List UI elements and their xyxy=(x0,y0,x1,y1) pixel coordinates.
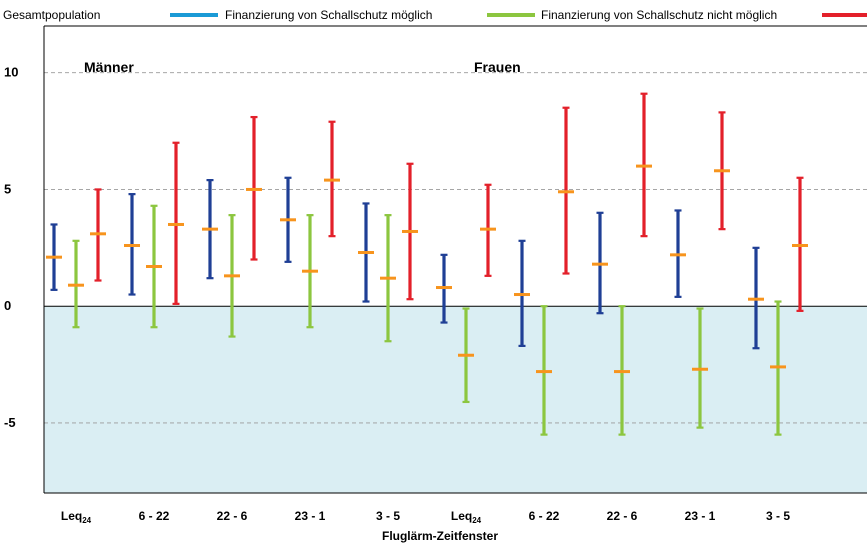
legend-label-finanzierung-nicht-moeglich: Finanzierung von Schallschutz nicht mögl… xyxy=(541,8,777,22)
x-tick-label: 22 - 6 xyxy=(217,509,248,523)
y-tick-label: 5 xyxy=(4,181,11,196)
x-tick-subscript: 24 xyxy=(472,516,481,525)
x-tick-label: 23 - 1 xyxy=(685,509,716,523)
group-labels: Männer Frauen xyxy=(84,59,521,75)
plot-area xyxy=(43,25,867,494)
x-tick-subscript: 24 xyxy=(82,516,91,525)
x-tick-label: 3 - 5 xyxy=(766,509,790,523)
y-tick-label: 0 xyxy=(4,298,11,313)
x-tick-label: 22 - 6 xyxy=(607,509,638,523)
y-tick-label: 10 xyxy=(4,65,18,80)
x-tick-label: Leq24 xyxy=(61,509,92,525)
x-tick-label: 6 - 22 xyxy=(139,509,170,523)
legend-label-gesamtpopulation: Gesamtpopulation xyxy=(3,8,100,22)
group-label-maenner: Männer xyxy=(84,59,134,75)
y-tick-label: -5 xyxy=(4,415,16,430)
group-label-frauen: Frauen xyxy=(474,59,521,75)
x-axis-title: Fluglärm-Zeitfenster xyxy=(382,529,498,543)
negative-region xyxy=(44,306,867,493)
x-tick-label: 3 - 5 xyxy=(376,509,400,523)
x-axis: Leq24 6 - 22 22 - 6 23 - 1 3 - 5 Leq24 6 - 22 2… xyxy=(61,509,790,525)
legend: Gesamtpopulation Finanzierung von Schall… xyxy=(3,8,867,22)
legend-label-finanzierung-moeglich: Finanzierung von Schallschutz möglich xyxy=(225,8,432,22)
x-tick-label: 6 - 22 xyxy=(529,509,560,523)
x-tick-label: 23 - 1 xyxy=(295,509,326,523)
y-axis: -5 0 5 10 xyxy=(4,65,18,430)
x-tick-label: Leq24 xyxy=(451,509,482,525)
